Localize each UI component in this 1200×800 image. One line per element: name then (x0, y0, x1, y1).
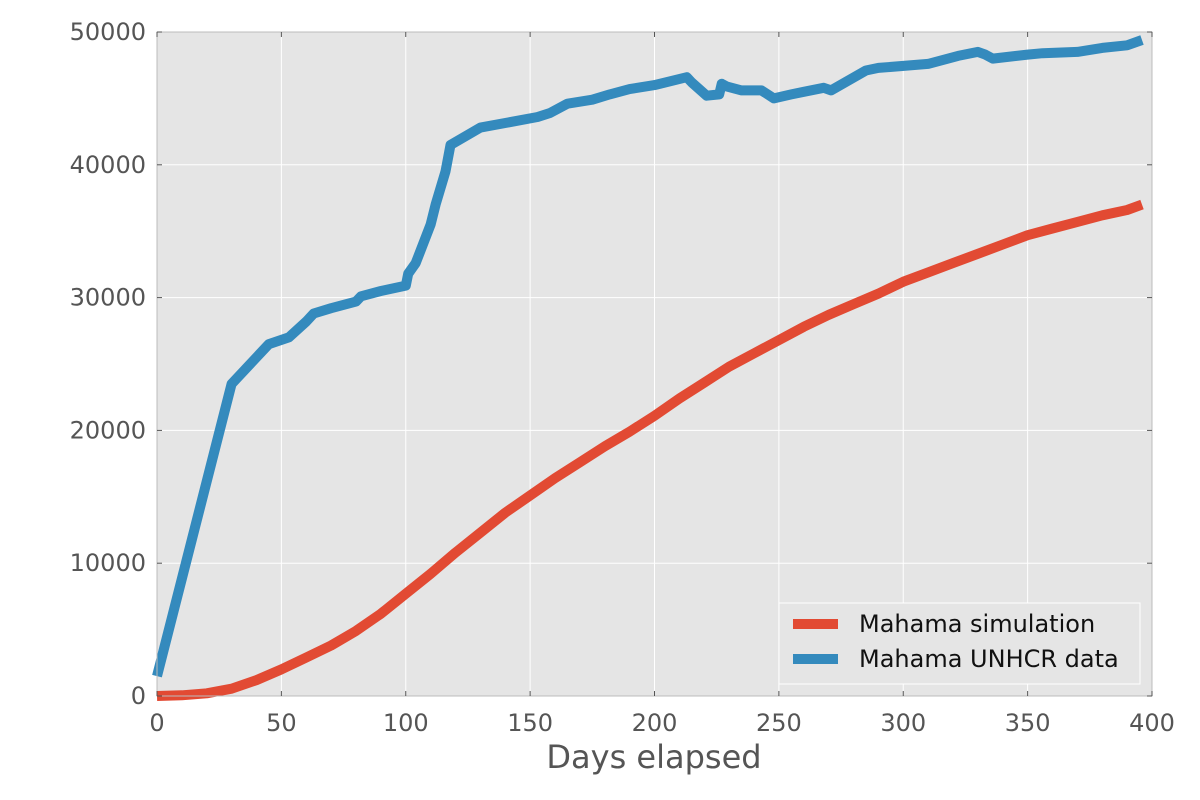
legend-entries: Mahama simulation Mahama UNHCR data (793, 610, 1119, 673)
x-tick-label: 50 (266, 709, 297, 737)
x-tick-label: 350 (1005, 709, 1051, 737)
x-tick-label: 400 (1129, 709, 1175, 737)
series-layer (152, 35, 1144, 701)
y-tick-label: 30000 (70, 284, 146, 312)
y-tick-label: 40000 (70, 151, 146, 179)
legend-box (778, 602, 1141, 685)
x-axis-title: Days elapsed (546, 738, 761, 776)
y-tick-label: 10000 (70, 549, 146, 577)
y-tick-label: 0 (131, 682, 146, 710)
y-tick-label: 20000 (70, 416, 146, 444)
y-tick-label: 50000 (70, 18, 146, 46)
x-tick-label: 300 (880, 709, 926, 737)
series-line-1 (156, 199, 1144, 701)
legend-label-2: Mahama UNHCR data (859, 645, 1119, 673)
x-tick-label: 200 (632, 709, 678, 737)
series-line-2 (152, 35, 1144, 678)
x-tick-label: 100 (383, 709, 429, 737)
x-tick-label: 150 (507, 709, 553, 737)
x-tick-label: 250 (756, 709, 802, 737)
legend-label-1: Mahama simulation (859, 610, 1095, 638)
grid-lines (157, 32, 1152, 696)
x-tick-label: 0 (149, 709, 164, 737)
tick-labels: 0 50 100 150 200 250 300 350 400 0 10000 20000 30000… (70, 18, 1175, 737)
legend: Mahama simulation Mahama UNHCR data (778, 602, 1141, 685)
